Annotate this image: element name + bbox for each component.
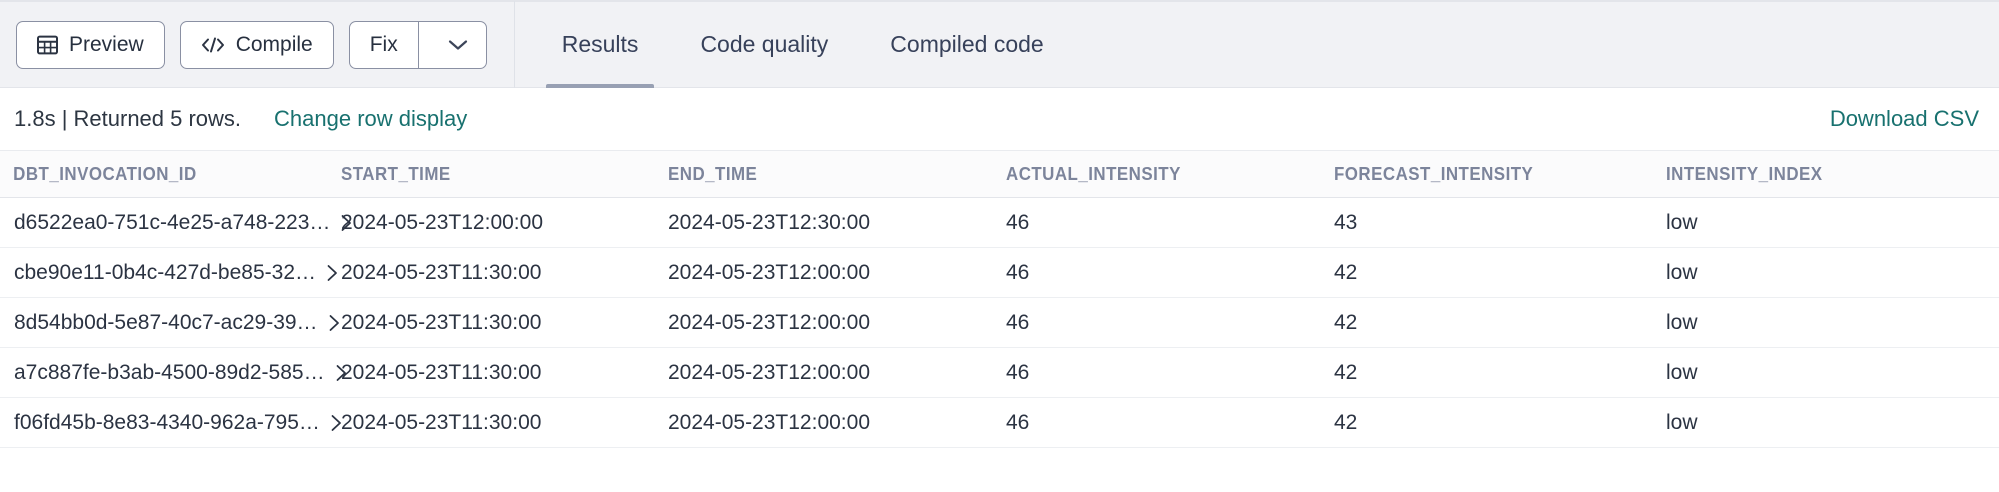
table-row[interactable]: cbe90e11-0b4c-427d-be85-32… 2024-05-23T1… [0, 248, 1999, 298]
cell-start-time: 2024-05-23T12:00:00 [341, 210, 543, 234]
cell-end-time: 2024-05-23T12:00:00 [668, 310, 870, 334]
cell-start-time: 2024-05-23T11:30:00 [341, 310, 542, 334]
cell-intensity-index: low [1666, 210, 1698, 234]
chevron-right-icon[interactable] [328, 314, 341, 332]
cell-dbt-invocation-id[interactable]: f06fd45b-8e83-4340-962a-795… [0, 411, 341, 435]
table-row[interactable]: 8d54bb0d-5e87-40c7-ac29-39… 2024-05-23T1… [0, 298, 1999, 348]
cell-start-time: 2024-05-23T11:30:00 [341, 360, 542, 384]
results-status-bar: 1.8s | Returned 5 rows. Change row displ… [0, 88, 1999, 150]
tab-code-quality-label: Code quality [700, 31, 829, 57]
table-row[interactable]: d6522ea0-751c-4e25-a748-223… 2024-05-23T… [0, 198, 1999, 248]
table-icon [37, 35, 58, 55]
chevron-right-icon[interactable] [330, 414, 343, 432]
chevron-down-icon [448, 39, 468, 51]
column-header-forecast-intensity[interactable]: FORECAST_INTENSITY [1334, 163, 1534, 184]
toolbar-divider [513, 0, 515, 89]
cell-dbt-invocation-id[interactable]: d6522ea0-751c-4e25-a748-223… [0, 210, 352, 235]
table-row[interactable]: a7c887fe-b3ab-4500-89d2-585… 2024-05-23T… [0, 348, 1999, 398]
cell-dbt-invocation-id[interactable]: 8d54bb0d-5e87-40c7-ac29-39… [0, 311, 341, 335]
tab-results[interactable]: Results [545, 1, 655, 89]
cell-dbt-invocation-id-text: 8d54bb0d-5e87-40c7-ac29-39… [14, 310, 318, 334]
cell-start-time: 2024-05-23T11:30:00 [341, 260, 542, 284]
cell-forecast-intensity: 42 [1334, 410, 1358, 434]
chevron-right-icon[interactable] [340, 214, 353, 232]
table-row[interactable]: f06fd45b-8e83-4340-962a-795… 2024-05-23T… [0, 398, 1999, 448]
cell-dbt-invocation-id-text: a7c887fe-b3ab-4500-89d2-585… [14, 360, 325, 384]
cell-intensity-index: low [1666, 260, 1698, 284]
fix-button[interactable]: Fix [350, 21, 419, 68]
toolbar-action-buttons: Preview Compile Fix [0, 20, 487, 69]
cell-intensity-index: low [1666, 310, 1698, 334]
results-table: DBT_INVOCATION_ID START_TIME END_TIME AC… [0, 150, 1999, 448]
fix-dropdown-button[interactable] [430, 22, 486, 68]
cell-actual-intensity: 46 [1006, 310, 1030, 334]
results-tabs: Results Code quality Compiled code [545, 1, 1060, 89]
cell-end-time: 2024-05-23T12:00:00 [668, 410, 870, 434]
cell-end-time: 2024-05-23T12:30:00 [668, 210, 870, 234]
fix-button-label: Fix [369, 32, 398, 56]
cell-actual-intensity: 46 [1006, 360, 1030, 384]
cell-forecast-intensity: 43 [1334, 210, 1358, 234]
cell-end-time: 2024-05-23T12:00:00 [668, 260, 870, 284]
chevron-right-icon[interactable] [326, 264, 339, 282]
cell-forecast-intensity: 42 [1334, 360, 1358, 384]
cell-forecast-intensity: 42 [1334, 310, 1358, 334]
preview-button[interactable]: Preview [16, 20, 165, 69]
compile-button-label: Compile [235, 32, 313, 56]
code-icon [201, 36, 225, 54]
column-header-dbt-invocation-id[interactable]: DBT_INVOCATION_ID [13, 163, 197, 184]
tab-results-label: Results [561, 31, 639, 57]
cell-start-time: 2024-05-23T11:30:00 [341, 410, 542, 434]
cell-actual-intensity: 46 [1006, 260, 1030, 284]
compile-button[interactable]: Compile [179, 20, 334, 69]
tab-compiled-code[interactable]: Compiled code [874, 1, 1059, 89]
editor-toolbar: Preview Compile Fix [0, 0, 1999, 89]
cell-intensity-index: low [1666, 410, 1698, 434]
change-row-display-link[interactable]: Change row display [274, 106, 468, 131]
cell-forecast-intensity: 42 [1334, 260, 1358, 284]
tab-code-quality[interactable]: Code quality [684, 1, 844, 89]
cell-intensity-index: low [1666, 360, 1698, 384]
cell-actual-intensity: 46 [1006, 410, 1030, 434]
chevron-right-icon[interactable] [335, 364, 348, 382]
cell-dbt-invocation-id-text: f06fd45b-8e83-4340-962a-795… [14, 410, 320, 434]
tab-compiled-code-label: Compiled code [890, 31, 1044, 57]
column-header-end-time[interactable]: END_TIME [668, 163, 758, 184]
cell-actual-intensity: 46 [1006, 210, 1030, 234]
column-header-intensity-index[interactable]: INTENSITY_INDEX [1666, 163, 1823, 184]
cell-end-time: 2024-05-23T12:00:00 [668, 360, 870, 384]
cell-dbt-invocation-id-text: d6522ea0-751c-4e25-a748-223… [14, 210, 331, 234]
cell-dbt-invocation-id[interactable]: cbe90e11-0b4c-427d-be85-32… [0, 261, 341, 285]
query-summary: 1.8s | Returned 5 rows. [14, 106, 242, 131]
fix-split-button[interactable]: Fix [348, 20, 487, 69]
column-header-start-time[interactable]: START_TIME [341, 163, 451, 184]
table-header-row: DBT_INVOCATION_ID START_TIME END_TIME AC… [0, 150, 1999, 198]
column-header-actual-intensity[interactable]: ACTUAL_INTENSITY [1006, 163, 1181, 184]
download-csv-link[interactable]: Download CSV [1829, 106, 1979, 131]
cell-dbt-invocation-id-text: cbe90e11-0b4c-427d-be85-32… [14, 260, 316, 284]
preview-button-label: Preview [69, 32, 144, 56]
cell-dbt-invocation-id[interactable]: a7c887fe-b3ab-4500-89d2-585… [0, 360, 346, 385]
